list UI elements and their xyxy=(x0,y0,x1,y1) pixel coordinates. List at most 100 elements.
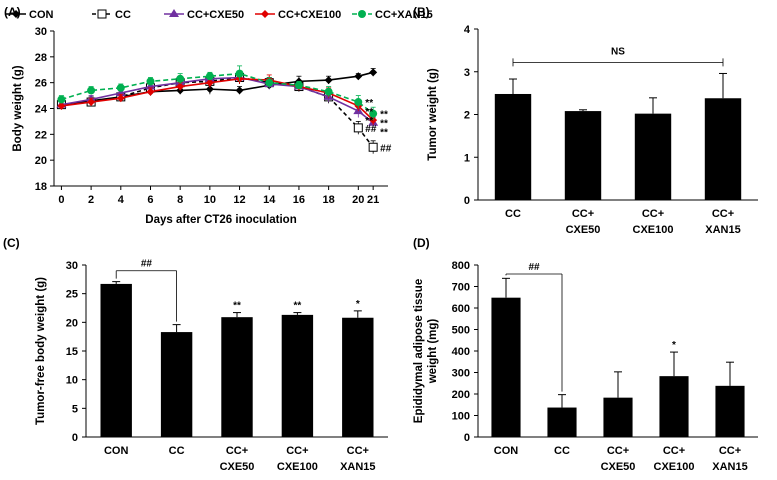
y-tick-label: 600 xyxy=(452,303,470,315)
category-label: XAN15 xyxy=(705,224,740,236)
y-tick-label: 200 xyxy=(452,389,470,401)
panel-d: (D) 0 100 200 300 400 500 600 700 800 Epididymal a… xyxy=(413,236,758,473)
category-label: CXE50 xyxy=(601,461,636,473)
bar xyxy=(221,317,253,437)
y-tick-label: 300 xyxy=(452,368,470,380)
point-marker xyxy=(12,10,20,18)
x-tick-label: 6 xyxy=(147,194,153,206)
series-line xyxy=(61,76,374,124)
point-marker xyxy=(146,87,155,96)
category-label: CC+ xyxy=(226,445,248,457)
category-label: CC xyxy=(505,208,521,220)
significance-mark: * xyxy=(356,299,360,310)
category-label: CON xyxy=(494,445,519,457)
point-marker xyxy=(57,95,66,104)
legend-item: CC xyxy=(92,9,131,21)
bar xyxy=(160,332,193,437)
point-marker xyxy=(116,94,125,103)
point-marker xyxy=(324,76,333,85)
point-marker xyxy=(369,68,378,77)
point-marker xyxy=(368,142,378,152)
point-marker xyxy=(353,123,363,133)
legend-label: CC+XAN15 xyxy=(375,9,433,21)
significance-mark: ** xyxy=(233,301,241,312)
x-tick-label: 16 xyxy=(293,194,305,206)
bracket-label: ## xyxy=(141,259,153,270)
legend-item: CC+XAN15 xyxy=(352,9,433,21)
bar-group: CC xyxy=(160,324,193,457)
point-marker xyxy=(324,87,333,96)
y-tick-label: 100 xyxy=(452,411,470,423)
legend-item: CC+CXE50 xyxy=(164,9,244,21)
significance-mark: * xyxy=(672,340,676,351)
y-axis-title: Tumor weight (g) xyxy=(427,68,439,161)
significance-mark: ** xyxy=(380,110,388,121)
x-tick-label: 4 xyxy=(118,194,125,206)
y-tick-label: 30 xyxy=(66,260,78,272)
significance-mark: ** xyxy=(380,119,388,130)
bracket-label: NS xyxy=(611,46,625,57)
category-label: XAN15 xyxy=(340,461,375,473)
legend-item: CON xyxy=(6,9,54,21)
y-tick-label: 20 xyxy=(35,155,47,167)
point-marker xyxy=(176,82,185,91)
bar xyxy=(715,385,745,437)
y-axis-title: Body weight (g) xyxy=(12,65,24,151)
point-marker xyxy=(205,85,214,94)
point-marker xyxy=(97,9,107,19)
y-tick-label: 500 xyxy=(452,325,470,337)
category-label: CXE100 xyxy=(654,461,695,473)
x-tick-label: 20 xyxy=(352,194,364,206)
y-tick-label: 15 xyxy=(66,346,78,358)
significance-mark: ** xyxy=(365,98,373,109)
panel-label: (A) xyxy=(4,5,21,19)
bar xyxy=(564,111,602,200)
point-marker xyxy=(265,78,274,87)
panel-label: (D) xyxy=(413,236,430,250)
y-tick-label: 1 xyxy=(464,152,470,164)
y-tick-label: 22 xyxy=(35,129,47,141)
point-marker xyxy=(146,77,155,86)
y-tick-label: 28 xyxy=(35,52,47,64)
legend-label: CON xyxy=(29,9,54,21)
category-label: CC+ xyxy=(712,208,734,220)
category-label: CC xyxy=(554,445,570,457)
y-tick-label: 400 xyxy=(452,346,470,358)
category-label: CON xyxy=(104,445,129,457)
bar-group: CC+ CXE50 xyxy=(601,371,636,473)
point-marker xyxy=(294,81,303,90)
x-tick-label: 10 xyxy=(204,194,216,206)
point-marker xyxy=(358,10,366,18)
x-tick-label: 2 xyxy=(88,194,94,206)
bar-group: ** CC+ CXE100 xyxy=(277,301,318,473)
category-label: CXE100 xyxy=(277,461,318,473)
y-axis-title: Epididymal adipose tissue weight (mg) xyxy=(413,279,439,423)
bar-group: CC+ XAN15 xyxy=(704,72,742,236)
y-axis-title-line: Epididymal adipose tissue xyxy=(413,279,425,423)
bar-group: ** CC+ CXE50 xyxy=(220,301,255,473)
point-marker xyxy=(235,86,244,95)
significance-mark: ** xyxy=(294,301,302,312)
point-marker xyxy=(87,86,96,95)
y-tick-label: 0 xyxy=(464,432,470,444)
x-tick-label: 12 xyxy=(233,194,245,206)
category-label: CC xyxy=(169,445,185,457)
bar-group: CC+ CXE100 xyxy=(633,97,673,236)
panel-c: (C) 0 5 10 15 20 25 30 Tumor-free body weight (g… xyxy=(3,236,388,473)
y-axis-title-line: Tumor-free body weight (g) xyxy=(35,277,47,425)
category-label: CC+ xyxy=(719,445,741,457)
category-label: CC+ xyxy=(663,445,685,457)
point-marker xyxy=(176,74,185,83)
point-marker xyxy=(57,101,66,110)
bar-group: CON xyxy=(491,277,521,457)
x-tick-label: 21 xyxy=(367,194,379,206)
bar-group: * CC+ XAN15 xyxy=(340,299,375,473)
x-axis-title: Days after CT26 inoculation xyxy=(145,214,296,226)
x-tick-label: 18 xyxy=(322,194,334,206)
y-tick-label: 26 xyxy=(35,78,47,90)
bar xyxy=(547,407,577,437)
y-tick-label: 3 xyxy=(464,67,470,79)
panel-label: (C) xyxy=(3,236,20,250)
y-tick-label: 2 xyxy=(464,110,470,122)
